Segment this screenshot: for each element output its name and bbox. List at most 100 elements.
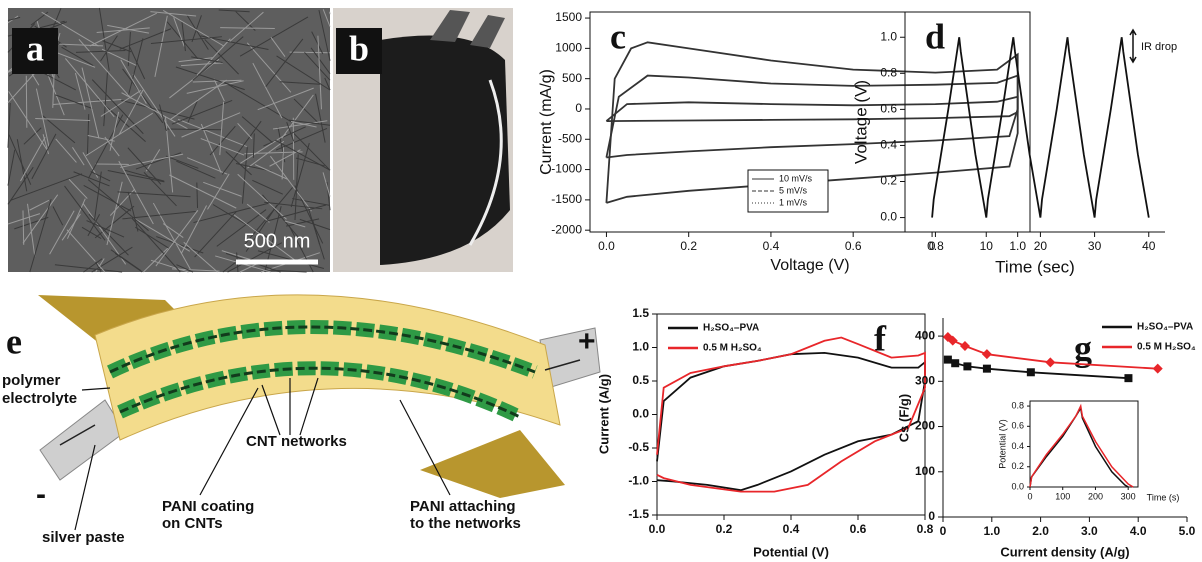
marker (1045, 357, 1055, 367)
x-tick-label: 0.6 (850, 522, 867, 536)
scale-label: 500 nm (244, 230, 311, 252)
fiber (197, 182, 198, 208)
y-tick-label: -1.0 (628, 474, 649, 488)
panel-label: a (26, 28, 44, 68)
annotation-arrow (1130, 30, 1136, 62)
x-tick-label: 100 (1055, 492, 1070, 502)
callout: on CNTs (162, 515, 223, 532)
y-axis-title: Current (A/g) (596, 374, 611, 454)
x-tick-label: 0.4 (763, 239, 780, 253)
series-line (657, 353, 925, 490)
x-axis-title: Time (s) (1147, 492, 1180, 502)
callout: PANI coating (162, 498, 254, 515)
y-tick-label: 200 (915, 419, 935, 433)
y-tick-label: -2000 (551, 222, 582, 236)
y-tick-label: 1.0 (880, 29, 897, 43)
electrode (40, 400, 125, 480)
backdrop (420, 430, 565, 498)
callout: polymer (2, 372, 61, 389)
y-tick-label: 0.0 (632, 407, 649, 421)
legend-label: 0.5 M H₂SO₄ (703, 343, 762, 354)
legend-label: H₂SO₄–PVA (703, 323, 759, 334)
x-axis-title: Voltage (V) (770, 257, 849, 274)
marker (960, 341, 970, 351)
y-tick-label: 1.5 (632, 306, 649, 320)
x-tick-label: 2.0 (1032, 524, 1049, 538)
x-tick-label: 0.2 (680, 239, 697, 253)
y-axis-title: Current (mA/g) (538, 69, 555, 175)
y-tick-label: 0.6 (880, 102, 897, 116)
legend-label: H₂SO₄–PVA (1137, 322, 1193, 333)
y-tick-label: 0.4 (1011, 441, 1024, 451)
x-tick-label: 0.2 (716, 522, 733, 536)
inset-bg (1030, 401, 1138, 487)
callout: electrolyte (2, 390, 77, 407)
series-line (932, 37, 1149, 217)
x-tick-label: 0 (940, 524, 947, 538)
y-tick-label: 0.4 (880, 138, 897, 152)
callout: PANI attaching (410, 498, 516, 515)
marker (951, 359, 959, 367)
y-tick-label: 0.2 (1011, 461, 1024, 471)
x-tick-label: 0.0 (649, 522, 666, 536)
fiber (26, 76, 27, 128)
y-tick-label: 500 (562, 71, 582, 85)
y-tick-label: 0.2 (880, 174, 897, 188)
marker (963, 362, 971, 370)
y-tick-label: 0 (575, 101, 582, 115)
x-tick-label: 0.0 (598, 239, 615, 253)
y-tick-label: 0.8 (880, 65, 897, 79)
x-tick-label: 300 (1121, 492, 1136, 502)
panel-label: d (925, 16, 945, 56)
x-tick-label: 200 (1088, 492, 1103, 502)
y-tick-label: 300 (915, 373, 935, 387)
y-tick-label: -0.5 (628, 440, 649, 454)
x-tick-label: 30 (1088, 239, 1102, 253)
legend-label: 5 mV/s (779, 185, 808, 195)
x-tick-label: 0 (929, 239, 936, 253)
x-tick-label: 40 (1142, 239, 1156, 253)
y-tick-label: 0.8 (1011, 400, 1024, 410)
y-tick-label: 0.5 (632, 373, 649, 387)
y-tick-label: -1000 (551, 162, 582, 176)
figure: a 500 nm b e polymer electrolyte silver … (0, 0, 1202, 562)
y-tick-label: -500 (558, 131, 582, 145)
y-tick-label: -1500 (551, 192, 582, 206)
x-axis-title: Potential (V) (753, 544, 829, 559)
x-axis-title: Current density (A/g) (1000, 544, 1129, 559)
x-tick-label: 0.6 (845, 239, 862, 253)
y-axis-title: Cs (F/g) (896, 394, 911, 442)
legend-label: 1 mV/s (779, 197, 808, 207)
x-tick-label: 1.0 (1009, 239, 1026, 253)
panel-label: b (349, 28, 369, 68)
x-tick-label: 0.8 (917, 522, 934, 536)
x-tick-label: 4.0 (1130, 524, 1147, 538)
x-tick-label: 3.0 (1081, 524, 1098, 538)
x-tick-label: 5.0 (1179, 524, 1196, 538)
x-tick-label: 1.0 (983, 524, 1000, 538)
y-tick-label: 1000 (555, 41, 582, 55)
polarity: + (578, 325, 596, 358)
y-axis-title: Potential (V) (997, 419, 1007, 469)
marker (983, 365, 991, 373)
y-tick-label: 100 (915, 464, 935, 478)
y-tick-label: 1500 (555, 10, 582, 24)
x-tick-label: 0 (1027, 492, 1032, 502)
callout: silver paste (42, 529, 125, 546)
marker (1027, 368, 1035, 376)
x-tick-label: 20 (1034, 239, 1048, 253)
marker (1153, 364, 1163, 374)
y-tick-label: 0.6 (1011, 421, 1024, 431)
series-line (606, 97, 1017, 121)
panel-label: c (610, 16, 626, 56)
panel-label: e (6, 321, 22, 361)
y-tick-label: 0.0 (1011, 481, 1024, 491)
x-tick-label: 10 (980, 239, 994, 253)
y-axis-title: Voltage (V) (851, 80, 870, 164)
callout: CNT networks (246, 433, 347, 450)
marker (982, 349, 992, 359)
diagram: e polymer electrolyte silver paste CNT n… (2, 295, 600, 546)
polarity: - (36, 478, 46, 511)
y-tick-label: -1.5 (628, 507, 649, 521)
y-tick-label: 0.0 (880, 210, 897, 224)
